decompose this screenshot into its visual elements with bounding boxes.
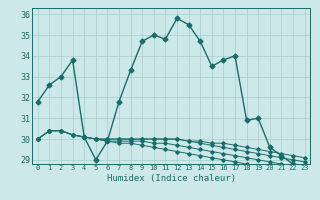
X-axis label: Humidex (Indice chaleur): Humidex (Indice chaleur): [107, 174, 236, 183]
